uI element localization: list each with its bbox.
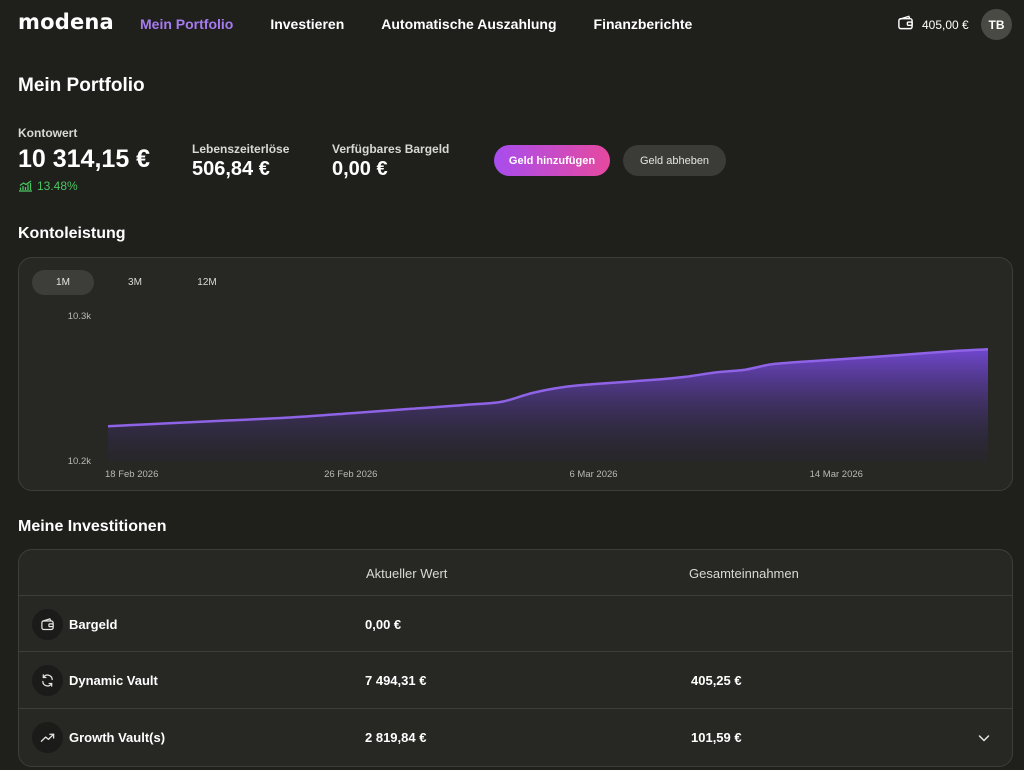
row-value: 7 494,31 € [365, 673, 427, 688]
lifetime-earnings-value: 506,84 € [192, 158, 270, 180]
row-value: 2 819,84 € [365, 730, 427, 745]
chart-x-tick-label: 6 Mar 2026 [569, 469, 617, 480]
chart-x-tick-label: 26 Feb 2026 [324, 469, 377, 480]
row-earnings: 405,25 € [691, 673, 742, 688]
chart-area-fill [108, 349, 988, 461]
nav-finanzberichte[interactable]: Finanzberichte [593, 16, 693, 32]
investments-table: Aktueller Wert Gesamteinnahmen Bargeld 0… [18, 549, 1013, 767]
range-tab-1m[interactable]: 1M [32, 270, 94, 295]
nav-automatische-auszahlung[interactable]: Automatische Auszahlung [381, 16, 557, 32]
row-earnings: 101,59 € [691, 730, 742, 745]
chevron-down-icon[interactable] [977, 731, 991, 745]
avatar[interactable]: TB [981, 9, 1012, 40]
wallet-icon [32, 609, 63, 640]
performance-chart-card: 10.3k 10.2k 18 Feb 2026 26 Feb 2026 6 Mar 20… [18, 257, 1013, 491]
available-cash-value: 0,00 € [332, 158, 388, 180]
growth-indicator: 13.48% [18, 179, 78, 193]
table-row-dynamic-vault[interactable]: Dynamic Vault 7 494,31 € 405,25 € [19, 651, 1012, 708]
available-cash-label: Verfügbares Bargeld [332, 142, 450, 156]
chart-x-tick-label: 18 Feb 2026 [105, 469, 158, 480]
table-row-growth-vaults[interactable]: Growth Vault(s) 2 819,84 € 101,59 € [19, 708, 1012, 765]
column-header-earnings: Gesamteinnahmen [689, 566, 799, 581]
trending-up-icon [32, 722, 63, 753]
top-header: modena Mein Portfolio Investieren Automa… [0, 0, 1024, 48]
account-value-label: Kontowert [18, 126, 78, 140]
column-header-value: Aktueller Wert [366, 566, 448, 581]
range-tab-12m[interactable]: 12M [197, 277, 217, 288]
table-row-bargeld[interactable]: Bargeld 0,00 € [19, 595, 1012, 652]
chart-y-tick-label: 10.2k [68, 456, 91, 467]
chart-y-tick-label: 10.3k [68, 311, 91, 322]
range-tabs: 1M 3M 12M [32, 270, 248, 295]
lifetime-earnings-label: Lebenszeiterlöse [192, 142, 290, 156]
page-title: Mein Portfolio [18, 75, 145, 96]
account-value: 10 314,15 € [18, 145, 151, 173]
growth-chart-icon [19, 180, 32, 192]
performance-title: Kontoleistung [18, 225, 126, 242]
chart-x-tick-label: 14 Mar 2026 [810, 469, 863, 480]
refresh-icon [32, 665, 63, 696]
investments-title: Meine Investitionen [18, 518, 167, 535]
main-nav: Mein Portfolio Investieren Automatische … [140, 16, 729, 32]
withdraw-money-button[interactable]: Geld abheben [623, 145, 726, 176]
wallet-icon [897, 14, 914, 36]
nav-investieren[interactable]: Investieren [270, 16, 345, 32]
chart-series-line [107, 348, 989, 428]
range-tab-3m[interactable]: 3M [128, 277, 142, 288]
wallet-balance[interactable]: 405,00 € [897, 14, 969, 36]
row-value: 0,00 € [365, 617, 402, 632]
logo[interactable]: modena [18, 10, 114, 34]
row-name: Bargeld [69, 617, 118, 632]
add-money-button[interactable]: Geld hinzufügen [494, 145, 610, 176]
row-name: Growth Vault(s) [69, 730, 166, 745]
nav-mein-portfolio[interactable]: Mein Portfolio [140, 16, 234, 32]
wallet-amount: 405,00 € [922, 18, 969, 32]
row-name: Dynamic Vault [69, 673, 158, 688]
growth-percent: 13.48% [37, 179, 78, 193]
performance-chart: 10.3k 10.2k 18 Feb 2026 26 Feb 2026 6 Mar 20… [68, 311, 989, 480]
